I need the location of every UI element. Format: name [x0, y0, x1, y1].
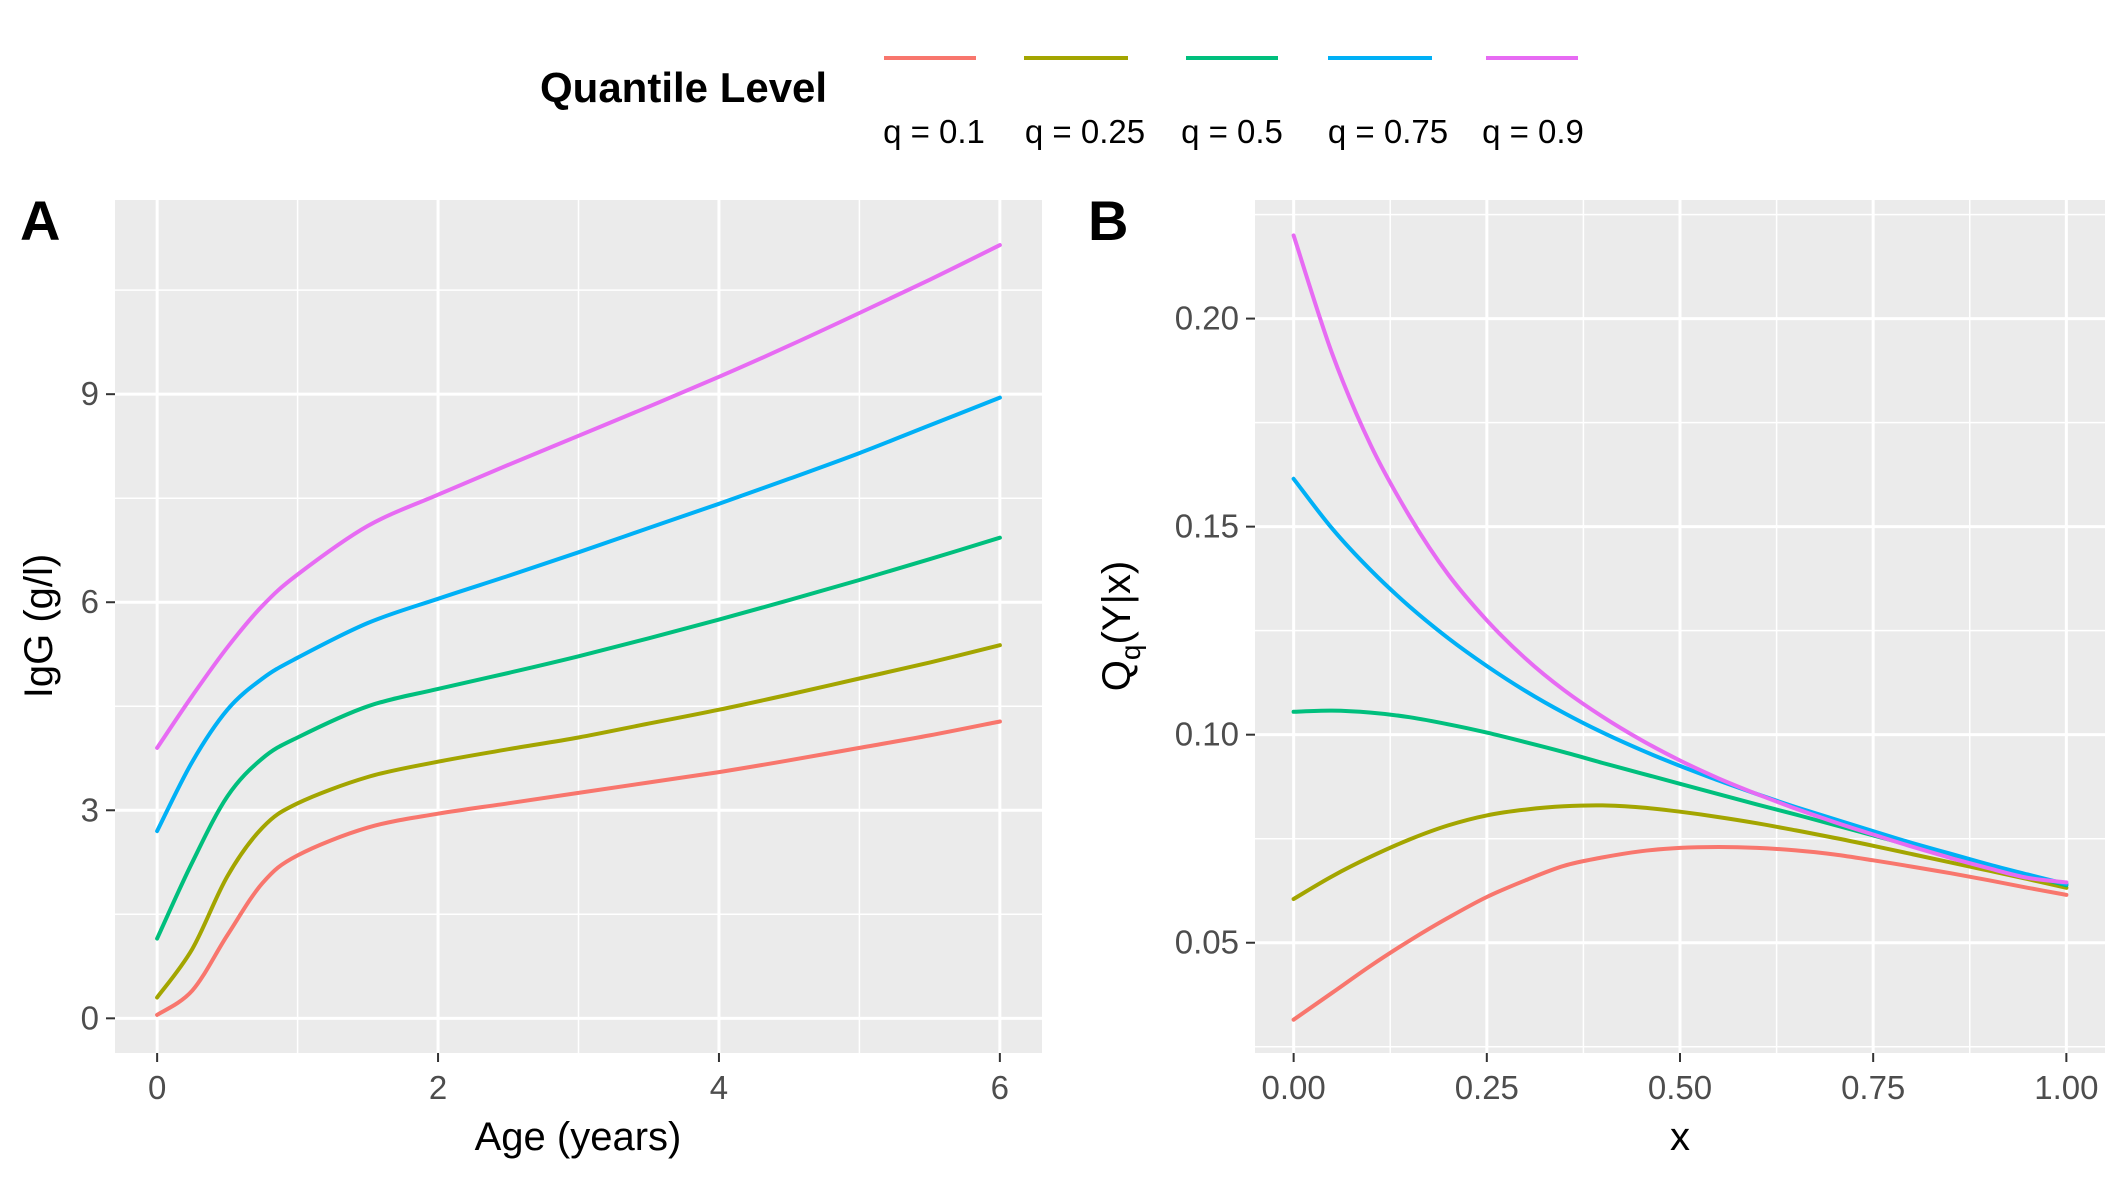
panel-a-y-tick-label-4: 9: [81, 375, 99, 412]
panel-b-y-tick-label-3: 0.15: [1175, 508, 1239, 545]
panel-a-series-line-5: [155, 243, 1002, 750]
panel-a-x-tick-label-4: 6: [991, 1069, 1009, 1106]
panel-b-y-title-sub: q: [1115, 645, 1146, 661]
panel-b-plot: 0.05 0.10 0.15 0.20 0.00 0.25 0.50 0.75 1.00 x Q…: [1095, 200, 2105, 1159]
panel-b-grid: [1255, 200, 2105, 1053]
panel-a-y-tick-label-3: 6: [81, 583, 99, 620]
panel-b-series-line-5: [1291, 233, 2069, 885]
panel-b-x-tick-label-5: 1.00: [2034, 1069, 2098, 1106]
panel-a-x-tick-label-1: 0: [148, 1069, 166, 1106]
panel-a-y-title: IgG (g/l): [17, 554, 61, 698]
panel-b-y-title: Qq(Y|x): [1095, 561, 1146, 691]
panel-a-series-line-3: [155, 535, 1002, 941]
panel-b-y-tick-label-4: 0.20: [1175, 300, 1239, 337]
legend: Quantile Level q = 0.1 q = 0.25 q = 0.5 q =…: [540, 56, 1584, 150]
panel-b-y-title-main: Q: [1095, 660, 1139, 691]
panel-b-series-line-4: [1291, 476, 2069, 887]
legend-label-1: q = 0.1: [883, 113, 985, 150]
panel-a-curves: [155, 243, 1002, 1017]
panel-b-curves: [1291, 233, 2069, 1022]
panel-tag-a: A: [20, 189, 60, 252]
panel-b-series-line-2: [1291, 803, 2069, 901]
panel-a-y-tick-label-2: 3: [81, 791, 99, 828]
panel-a-series-line-2: [155, 643, 1002, 1000]
panel-b-series-line-1: [1291, 845, 2069, 1022]
legend-label-2: q = 0.25: [1025, 113, 1145, 150]
panel-a-y-tick-label-1: 0: [81, 999, 99, 1036]
panel-a-axes: 0 3 6 9 0 2 4 6: [81, 375, 1009, 1106]
panel-tag-b: B: [1088, 189, 1128, 252]
panel-a-plot: 0 3 6 9 0 2 4 6 Age (years) IgG (g/l): [17, 200, 1042, 1159]
panel-a-x-title: Age (years): [475, 1115, 682, 1159]
panel-b-x-tick-label-2: 0.25: [1455, 1069, 1519, 1106]
panel-b-x-tick-label-4: 0.75: [1841, 1069, 1905, 1106]
panel-b-x-tick-label-3: 0.50: [1648, 1069, 1712, 1106]
panel-a-x-tick-label-2: 2: [429, 1069, 447, 1106]
panel-b-y-title-rest: (Y|x): [1095, 561, 1139, 645]
panel-b-x-title: x: [1670, 1115, 1690, 1159]
panel-a-grid: [115, 200, 1042, 1053]
legend-title: Quantile Level: [540, 64, 827, 111]
panel-a-x-tick-label-3: 4: [710, 1069, 728, 1106]
panel-b-axes: 0.05 0.10 0.15 0.20 0.00 0.25 0.50 0.75 1.00: [1175, 300, 2099, 1106]
legend-entries: q = 0.1 q = 0.25 q = 0.5 q = 0.75 q = 0.9: [883, 56, 1584, 150]
panel-b-x-tick-label-1: 0.00: [1262, 1069, 1326, 1106]
panel-a-series-line-1: [155, 719, 1002, 1017]
legend-label-5: q = 0.9: [1482, 113, 1584, 150]
panel-b-y-tick-label-1: 0.05: [1175, 924, 1239, 961]
panel-a-series-line-4: [155, 395, 1002, 834]
legend-label-4: q = 0.75: [1328, 113, 1448, 150]
panel-b-y-tick-label-2: 0.10: [1175, 716, 1239, 753]
legend-label-3: q = 0.5: [1181, 113, 1283, 150]
